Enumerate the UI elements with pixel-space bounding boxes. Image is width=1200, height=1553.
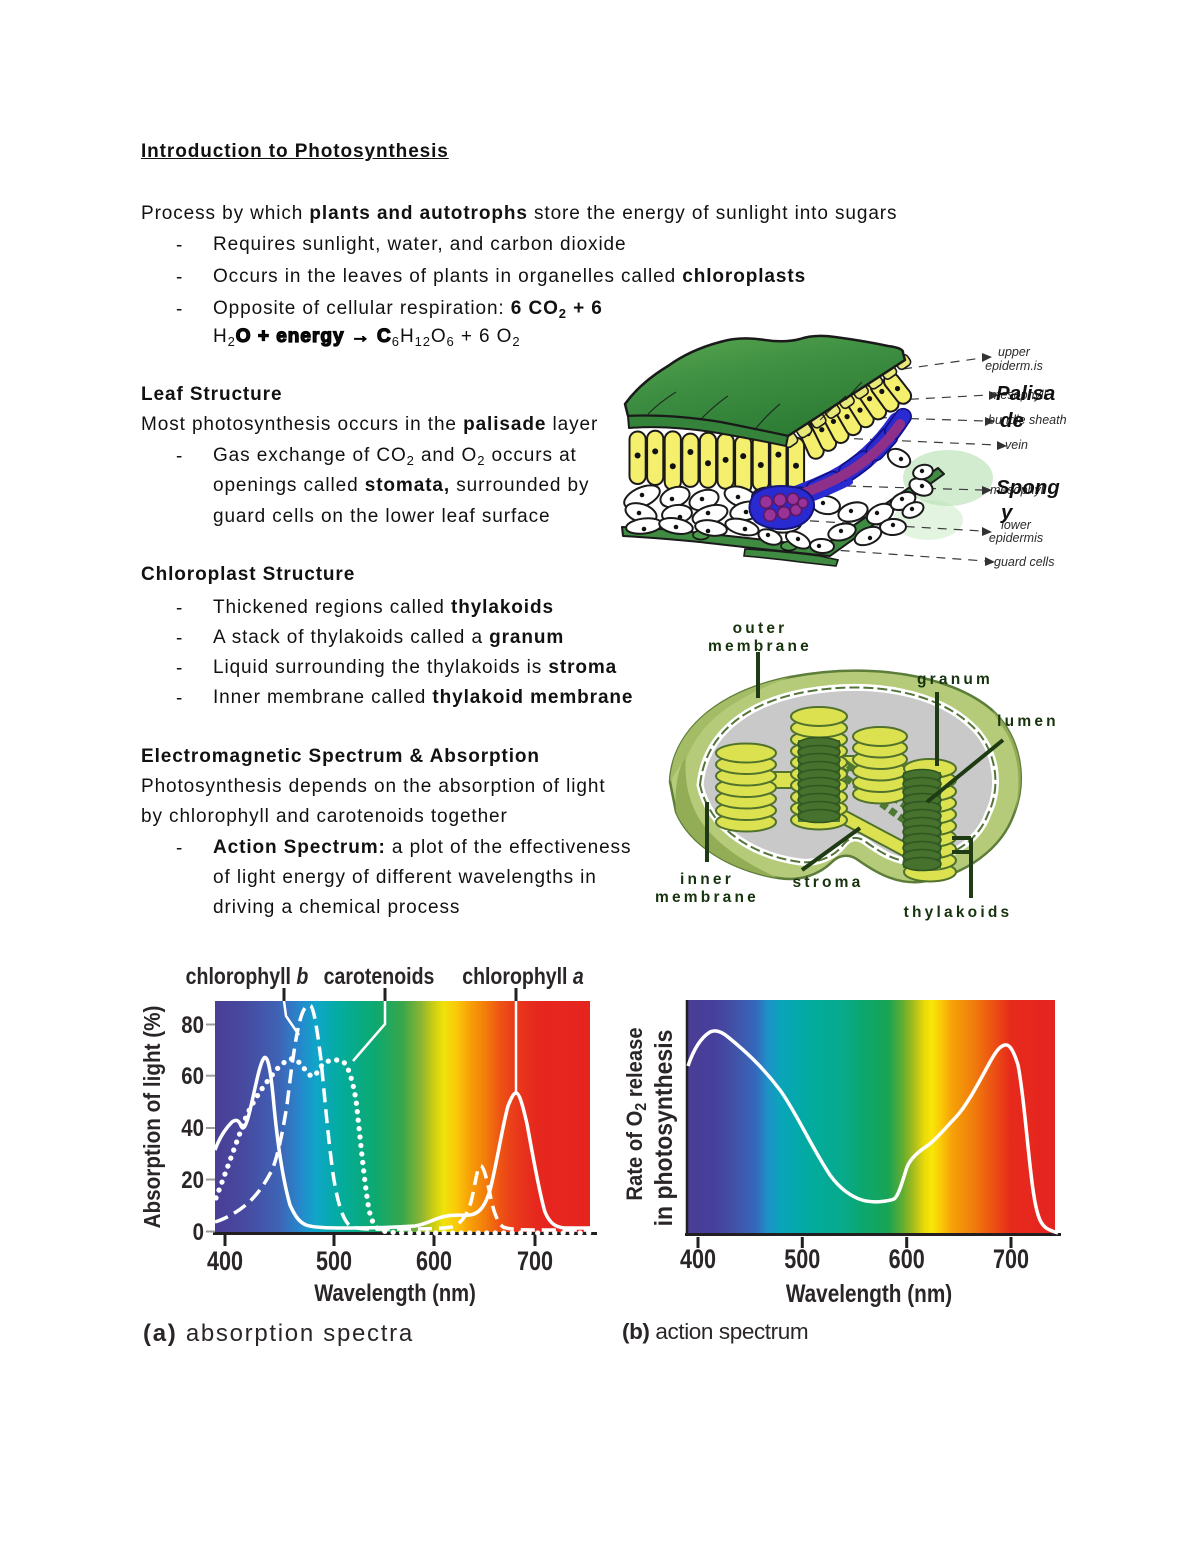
svg-text:membrane: membrane (655, 889, 759, 906)
svg-text:Rate of O2 release: Rate of O2 release (623, 1027, 650, 1200)
svg-text:(a) absorption spectra: (a) absorption spectra (143, 1320, 414, 1347)
svg-text:vein: vein (1005, 438, 1028, 452)
svg-text:y: y (1000, 501, 1014, 524)
svg-text:granum: granum (917, 671, 993, 688)
svg-text:inner: inner (680, 871, 734, 888)
svg-text:600: 600 (889, 1245, 925, 1275)
svg-text:Palisa: Palisa (996, 382, 1055, 405)
svg-text:mesophyll: mesophyll (990, 388, 1047, 402)
svg-text:0: 0 (193, 1218, 204, 1245)
svg-text:bundle sheath: bundle sheath (988, 413, 1067, 427)
svg-text:chlorophyll a: chlorophyll a (462, 964, 584, 990)
svg-text:stroma: stroma (793, 874, 864, 891)
svg-text:lower: lower (1001, 518, 1032, 532)
svg-text:500: 500 (784, 1245, 820, 1275)
svg-text:700: 700 (517, 1247, 553, 1277)
svg-text:membrane: membrane (708, 638, 812, 655)
svg-text:outer: outer (733, 620, 788, 637)
svg-text:epiderm.is: epiderm.is (985, 359, 1043, 373)
svg-text:60: 60 (181, 1062, 204, 1089)
svg-text:guard cells: guard cells (994, 555, 1054, 569)
svg-text:epidermis: epidermis (989, 531, 1043, 545)
svg-text:80: 80 (181, 1011, 204, 1038)
svg-text:Spong: Spong (996, 476, 1060, 499)
svg-text:20: 20 (181, 1166, 204, 1193)
svg-text:40: 40 (181, 1114, 204, 1141)
svg-text:thylakoids: thylakoids (904, 904, 1013, 921)
svg-text:500: 500 (316, 1247, 352, 1277)
svg-text:Wavelength (nm): Wavelength (nm) (314, 1279, 476, 1306)
svg-text:lumen: lumen (997, 713, 1059, 730)
svg-text:carotenoids: carotenoids (324, 964, 435, 990)
svg-text:mesophyll: mesophyll (990, 483, 1047, 497)
svg-text:400: 400 (680, 1245, 716, 1275)
svg-text:(b) action spectrum: (b) action spectrum (622, 1319, 808, 1344)
svg-text:chlorophyll b: chlorophyll b (186, 964, 309, 990)
svg-text:400: 400 (207, 1247, 243, 1277)
svg-text:Wavelength (nm): Wavelength (nm) (786, 1279, 952, 1307)
svg-text:Absorption of light (%): Absorption of light (%) (139, 1006, 166, 1229)
svg-text:in photosynthesis: in photosynthesis (650, 1030, 678, 1227)
svg-text:600: 600 (416, 1247, 452, 1277)
svg-text:de: de (1000, 409, 1024, 432)
svg-text:upper: upper (998, 345, 1031, 359)
svg-text:700: 700 (993, 1245, 1029, 1275)
